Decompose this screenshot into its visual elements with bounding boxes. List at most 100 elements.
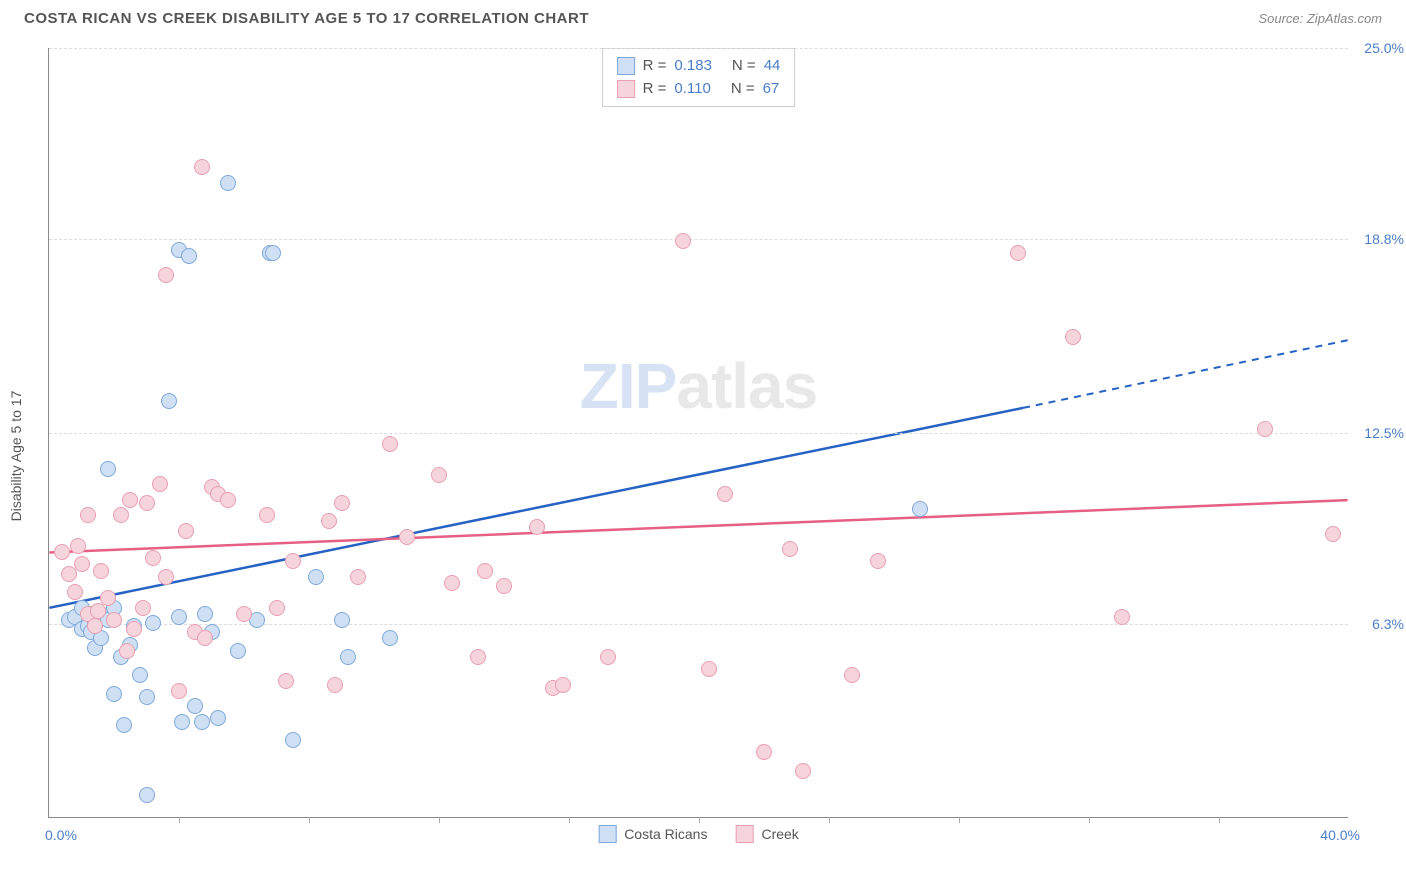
scatter-point	[477, 563, 493, 579]
scatter-point	[1010, 245, 1026, 261]
x-tick	[699, 817, 700, 823]
stats-legend-row: R = 0.110N = 67	[617, 78, 781, 101]
plot-area: ZIPatlas R = 0.183N = 44R = 0.110N = 67 …	[48, 48, 1348, 818]
y-tick-label: 18.8%	[1364, 231, 1404, 247]
scatter-point	[1257, 421, 1273, 437]
stat-n-label: N =	[732, 55, 756, 78]
scatter-point	[236, 606, 252, 622]
stat-r-label: R =	[643, 78, 667, 101]
x-tick	[1219, 817, 1220, 823]
legend-item: Costa Ricans	[598, 825, 707, 843]
scatter-point	[600, 649, 616, 665]
legend-swatch	[617, 57, 635, 75]
scatter-point	[210, 710, 226, 726]
gridline	[49, 624, 1348, 625]
stat-n-value: 44	[764, 55, 781, 78]
scatter-point	[197, 630, 213, 646]
scatter-point	[220, 492, 236, 508]
scatter-point	[259, 507, 275, 523]
scatter-point	[80, 507, 96, 523]
scatter-point	[70, 538, 86, 554]
source-attribution: Source: ZipAtlas.com	[1258, 11, 1382, 26]
x-tick	[309, 817, 310, 823]
scatter-point	[265, 245, 281, 261]
scatter-point	[496, 578, 512, 594]
scatter-point	[285, 732, 301, 748]
scatter-point	[145, 550, 161, 566]
gridline	[49, 433, 1348, 434]
scatter-point	[701, 661, 717, 677]
scatter-point	[119, 643, 135, 659]
scatter-point	[135, 600, 151, 616]
scatter-point	[529, 519, 545, 535]
scatter-point	[161, 393, 177, 409]
scatter-point	[308, 569, 324, 585]
scatter-point	[171, 609, 187, 625]
scatter-point	[399, 529, 415, 545]
stats-legend-row: R = 0.183N = 44	[617, 55, 781, 78]
scatter-point	[269, 600, 285, 616]
scatter-point	[334, 612, 350, 628]
scatter-point	[382, 436, 398, 452]
legend-item: Creek	[735, 825, 798, 843]
legend-swatch	[598, 825, 616, 843]
scatter-point	[782, 541, 798, 557]
x-tick	[959, 817, 960, 823]
scatter-point	[795, 763, 811, 779]
scatter-point	[230, 643, 246, 659]
scatter-point	[100, 590, 116, 606]
scatter-point	[197, 606, 213, 622]
stats-legend: R = 0.183N = 44R = 0.110N = 67	[602, 48, 796, 107]
scatter-point	[912, 501, 928, 517]
scatter-point	[178, 523, 194, 539]
scatter-point	[278, 673, 294, 689]
x-tick	[439, 817, 440, 823]
x-axis-min-label: 0.0%	[45, 827, 77, 843]
legend-series-name: Costa Ricans	[624, 826, 707, 842]
scatter-point	[327, 677, 343, 693]
scatter-point	[382, 630, 398, 646]
gridline	[49, 239, 1348, 240]
scatter-point	[844, 667, 860, 683]
scatter-point	[158, 569, 174, 585]
scatter-point	[675, 233, 691, 249]
scatter-point	[152, 476, 168, 492]
scatter-point	[1325, 526, 1341, 542]
scatter-point	[87, 618, 103, 634]
scatter-point	[113, 507, 129, 523]
scatter-point	[340, 649, 356, 665]
scatter-point	[67, 584, 83, 600]
chart-title: COSTA RICAN VS CREEK DISABILITY AGE 5 TO…	[24, 10, 589, 27]
scatter-point	[1114, 609, 1130, 625]
series-legend: Costa Ricans Creek	[598, 825, 799, 843]
scatter-point	[106, 686, 122, 702]
scatter-point	[126, 621, 142, 637]
scatter-point	[470, 649, 486, 665]
stat-n-value: 67	[763, 78, 780, 101]
scatter-point	[431, 467, 447, 483]
stat-r-label: R =	[643, 55, 667, 78]
y-tick-label: 12.5%	[1364, 425, 1404, 441]
scatter-point	[93, 563, 109, 579]
scatter-point	[756, 744, 772, 760]
scatter-point	[139, 689, 155, 705]
x-axis-max-label: 40.0%	[1320, 827, 1360, 843]
scatter-point	[145, 615, 161, 631]
x-tick	[829, 817, 830, 823]
regression-line-extrapolated	[1023, 340, 1348, 408]
y-tick-label: 6.3%	[1372, 616, 1404, 632]
scatter-point	[106, 612, 122, 628]
scatter-point	[139, 787, 155, 803]
x-tick	[569, 817, 570, 823]
scatter-point	[717, 486, 733, 502]
scatter-point	[54, 544, 70, 560]
scatter-point	[116, 717, 132, 733]
x-tick	[179, 817, 180, 823]
regression-line	[49, 408, 1023, 608]
scatter-point	[74, 556, 90, 572]
watermark: ZIPatlas	[580, 349, 817, 423]
x-tick	[1089, 817, 1090, 823]
y-axis-label: Disability Age 5 to 17	[8, 391, 24, 522]
scatter-point	[181, 248, 197, 264]
scatter-point	[350, 569, 366, 585]
